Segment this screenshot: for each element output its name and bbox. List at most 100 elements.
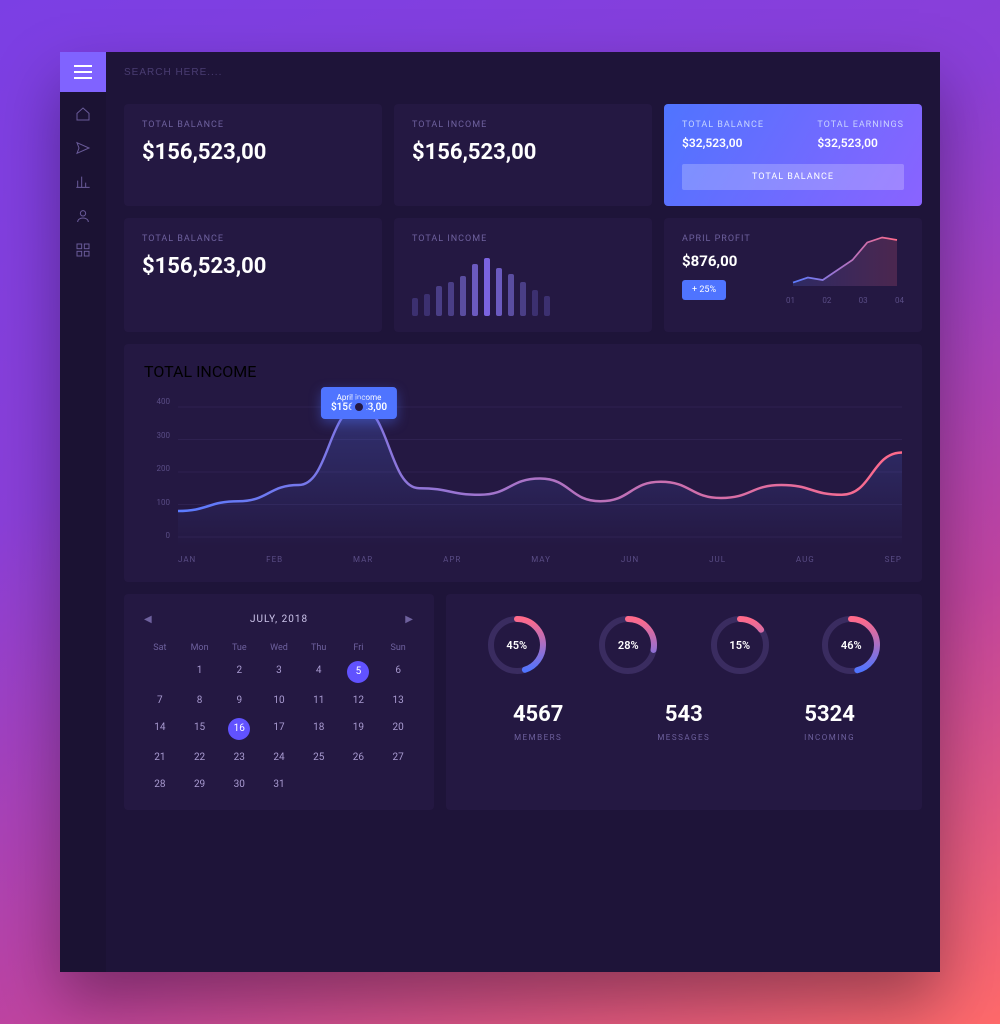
cal-prev[interactable]: ◀ <box>140 610 157 629</box>
xtick: MAY <box>531 555 551 564</box>
cal-day[interactable]: 15 <box>180 718 220 740</box>
chart-xaxis: JANFEBMARAPRMAYJUNJULAUGSEP <box>178 555 902 564</box>
send-icon[interactable] <box>75 140 91 156</box>
grid-icon[interactable] <box>75 242 91 258</box>
cal-day[interactable]: 8 <box>180 691 220 710</box>
cal-day[interactable]: 25 <box>299 748 339 767</box>
cal-day <box>140 661 180 683</box>
user-icon[interactable] <box>75 208 91 224</box>
bar <box>448 282 454 316</box>
home-icon[interactable] <box>75 106 91 122</box>
donut-label: 46% <box>820 614 882 676</box>
cal-day[interactable]: 10 <box>259 691 299 710</box>
xtick: JUL <box>709 555 726 564</box>
bar <box>460 276 466 316</box>
cal-dow: Wed <box>259 643 299 653</box>
cal-next[interactable]: ▶ <box>401 610 418 629</box>
bar <box>508 274 514 316</box>
donut-label: 28% <box>597 614 659 676</box>
ytick: 400 <box>144 397 170 406</box>
xtick: FEB <box>266 555 283 564</box>
ytick: 300 <box>144 431 170 440</box>
counter: 4567 MEMBERS <box>513 702 564 742</box>
cal-day[interactable]: 11 <box>299 691 339 710</box>
dashboard-frame: TOTAL BALANCE $156,523,00 TOTAL INCOME $… <box>60 52 940 972</box>
menu-button[interactable] <box>60 52 106 92</box>
donut: 45% <box>486 614 548 676</box>
accent-value-b: $32,523,00 <box>817 136 904 150</box>
donut: 28% <box>597 614 659 676</box>
cal-day[interactable]: 30 <box>219 775 259 794</box>
cal-day[interactable]: 7 <box>140 691 180 710</box>
counter-value: 4567 <box>513 702 564 727</box>
cal-day[interactable]: 5 <box>347 661 369 683</box>
cal-day[interactable]: 2 <box>219 661 259 683</box>
card-april-profit: APRIL PROFIT $876,00 + 25% 01020304 <box>664 218 922 332</box>
cal-day[interactable]: 13 <box>378 691 418 710</box>
cal-day[interactable]: 29 <box>180 775 220 794</box>
cal-title: JULY, 2018 <box>250 614 308 625</box>
cal-dow: Mon <box>180 643 220 653</box>
cal-day[interactable]: 28 <box>140 775 180 794</box>
xtick: JUN <box>621 555 639 564</box>
bar <box>472 264 478 316</box>
donut-label: 45% <box>486 614 548 676</box>
topbar <box>124 52 922 92</box>
cal-day[interactable]: 31 <box>259 775 299 794</box>
hamburger-icon <box>74 71 92 73</box>
card-total-balance: TOTAL BALANCE $156,523,00 <box>124 104 382 206</box>
donut: 15% <box>709 614 771 676</box>
calendar: ◀ JULY, 2018 ▶ SatMonTueWedThuFriSun 123… <box>124 594 434 810</box>
ytick: 0 <box>144 531 170 540</box>
panel-title: TOTAL INCOME <box>144 362 902 381</box>
cal-day <box>339 775 379 794</box>
cal-dow: Thu <box>299 643 339 653</box>
cal-day[interactable]: 12 <box>339 691 379 710</box>
card-label: TOTAL BALANCE <box>142 120 364 130</box>
cal-day[interactable]: 27 <box>378 748 418 767</box>
xtick: AUG <box>796 555 815 564</box>
cal-day[interactable]: 3 <box>259 661 299 683</box>
counter-label: MESSAGES <box>657 733 710 742</box>
cal-day <box>378 775 418 794</box>
profit-value: $876,00 <box>682 252 772 270</box>
cal-day[interactable]: 22 <box>180 748 220 767</box>
bar <box>520 282 526 316</box>
cal-day[interactable]: 21 <box>140 748 180 767</box>
card-value: $156,523,00 <box>142 254 364 279</box>
accent-button[interactable]: TOTAL BALANCE <box>682 164 904 190</box>
cal-day[interactable]: 24 <box>259 748 299 767</box>
profit-delta: + 25% <box>682 280 726 300</box>
cal-day[interactable]: 1 <box>180 661 220 683</box>
counter: 543MESSAGES <box>657 702 710 742</box>
donut-label: 15% <box>709 614 771 676</box>
cal-day[interactable]: 18 <box>299 718 339 740</box>
cal-day[interactable]: 20 <box>378 718 418 740</box>
card-bars: TOTAL INCOME <box>394 218 652 332</box>
card-value: $156,523,00 <box>142 140 364 165</box>
sidebar <box>60 52 106 972</box>
cal-day[interactable]: 16 <box>228 718 250 740</box>
counter: 5324INCOMING <box>804 702 855 742</box>
card-accent: TOTAL BALANCE $32,523,00 TOTAL EARNINGS … <box>664 104 922 206</box>
cal-day[interactable]: 19 <box>339 718 379 740</box>
cal-day[interactable]: 9 <box>219 691 259 710</box>
xtick: SEP <box>885 555 902 564</box>
counter-label: MEMBERS <box>513 733 564 742</box>
cal-day[interactable]: 17 <box>259 718 299 740</box>
xtick: MAR <box>353 555 373 564</box>
chart-icon[interactable] <box>75 174 91 190</box>
cal-dow: Fri <box>339 643 379 653</box>
cal-day[interactable]: 14 <box>140 718 180 740</box>
panel-main-chart: TOTAL INCOME 4003002001000 April income … <box>124 344 922 582</box>
search-input[interactable] <box>124 67 424 78</box>
cal-day[interactable]: 23 <box>219 748 259 767</box>
card-label: TOTAL INCOME <box>412 234 634 244</box>
cal-day[interactable]: 6 <box>378 661 418 683</box>
cal-day <box>299 775 339 794</box>
donut: 46% <box>820 614 882 676</box>
chart-highlight-marker <box>351 399 367 415</box>
cal-day[interactable]: 4 <box>299 661 339 683</box>
bar <box>484 258 490 316</box>
cal-day[interactable]: 26 <box>339 748 379 767</box>
